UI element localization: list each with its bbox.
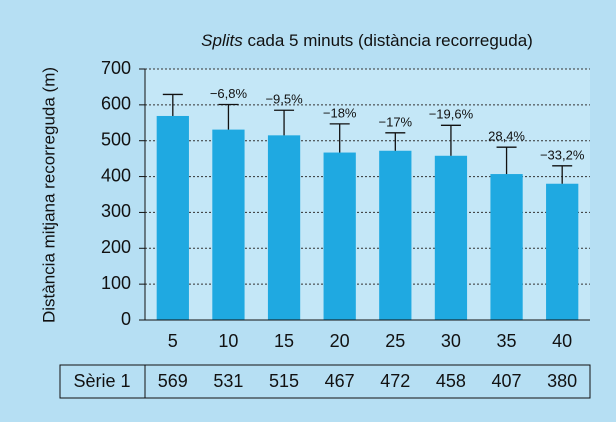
y-tick-label: 600 [101, 94, 131, 114]
x-tick-label: 25 [385, 331, 405, 351]
table-cell: 472 [380, 371, 410, 391]
y-tick-label: 400 [101, 165, 131, 185]
title-italic: Splits [201, 31, 243, 50]
table-cell: 380 [547, 371, 577, 391]
bar [490, 174, 523, 320]
x-tick-label: 15 [274, 331, 294, 351]
annotation: 28,4% [488, 129, 525, 144]
annotation: −17% [379, 114, 413, 129]
y-axis-label: Distància mitjana recorreguda (m) [39, 67, 58, 323]
annotation: −18% [323, 105, 357, 120]
plot-area [145, 69, 590, 320]
y-tick-label: 300 [101, 201, 131, 221]
table-cell: 458 [436, 371, 466, 391]
title-rest: cada 5 minuts (distància recorreguda) [243, 31, 533, 50]
legend-entry: Sèrie 1 [73, 371, 130, 391]
table-cell: 531 [213, 371, 243, 391]
y-tick-label: 100 [101, 273, 131, 293]
table-border [59, 364, 591, 399]
annotation: −19,6% [429, 107, 474, 122]
chart-title: Splits cada 5 minuts (distància recorreg… [201, 31, 533, 50]
bar [379, 150, 412, 320]
annotation: −6,8% [210, 86, 248, 101]
table-cell: 515 [269, 371, 299, 391]
y-tick-label: 0 [121, 309, 131, 329]
bar [212, 129, 245, 320]
bar [267, 135, 301, 320]
table-cell: 467 [325, 371, 355, 391]
y-tick-label: 700 [101, 58, 131, 78]
annotation: −33,2% [540, 147, 585, 162]
annotation: −9,5% [265, 92, 303, 107]
x-tick-label: 35 [497, 331, 517, 351]
x-tick-label: 30 [441, 331, 461, 351]
x-tick-label: 5 [168, 331, 178, 351]
x-tick-label: 10 [218, 331, 238, 351]
y-tick-label: 200 [101, 237, 131, 257]
bar [323, 152, 356, 320]
x-tick-label: 40 [552, 331, 572, 351]
bar [546, 183, 579, 320]
table-cell: 407 [492, 371, 522, 391]
x-tick-label: 20 [330, 331, 350, 351]
bar [156, 115, 189, 320]
bar [434, 155, 468, 320]
y-tick-label: 500 [101, 129, 131, 149]
table-cell: 569 [158, 371, 188, 391]
